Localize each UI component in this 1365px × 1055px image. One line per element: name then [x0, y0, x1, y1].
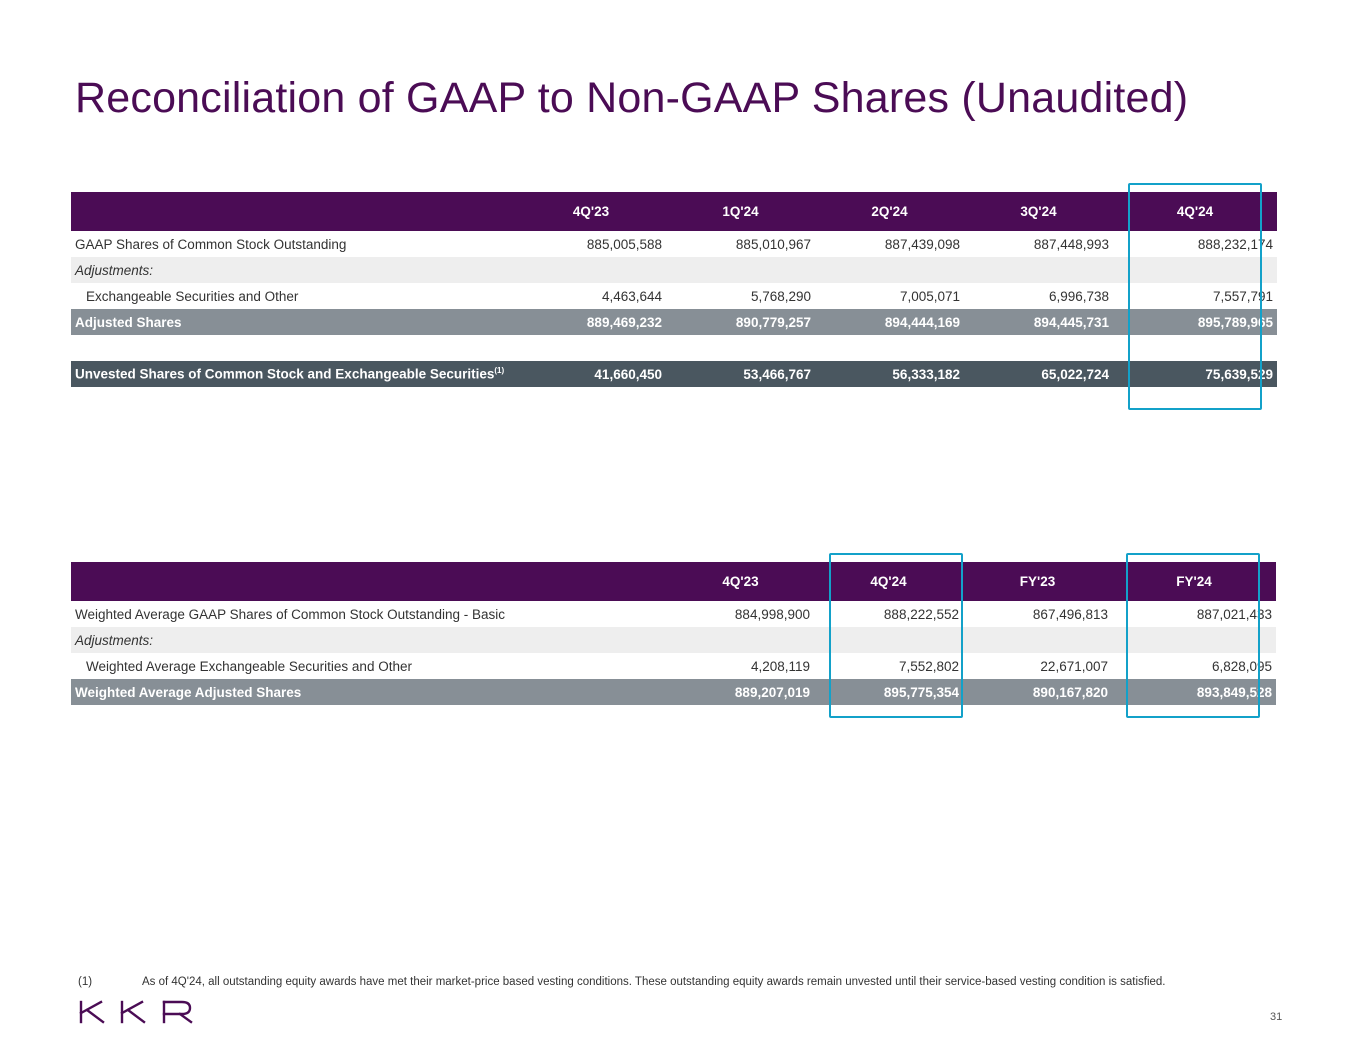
row-label: Weighted Average GAAP Shares of Common S…	[71, 601, 667, 627]
row-label: Adjustments:	[71, 257, 516, 283]
column-header: FY'24	[1112, 562, 1276, 601]
cell-value: 885,005,588	[516, 231, 666, 257]
cell-value: 867,496,813	[963, 601, 1112, 627]
highlight-box	[829, 553, 963, 718]
table-row: Weighted Average Adjusted Shares 889,207…	[71, 679, 1276, 705]
row-label: Adjustments:	[71, 627, 667, 653]
row-label: Weighted Average Adjusted Shares	[71, 679, 667, 705]
cell-value: 6,828,095	[1112, 653, 1276, 679]
footnote-text: As of 4Q'24, all outstanding equity awar…	[142, 976, 1166, 988]
column-header: 4Q'23	[516, 192, 666, 231]
column-header: 2Q'24	[815, 192, 964, 231]
column-header: 4Q'24	[1113, 192, 1277, 231]
cell-value: 22,671,007	[963, 653, 1112, 679]
cell-value: 53,466,767	[666, 361, 815, 387]
cell-value: 4,208,119	[667, 653, 814, 679]
cell-value: 65,022,724	[964, 361, 1113, 387]
cell-value: 888,232,174	[1113, 231, 1277, 257]
table-row: Weighted Average GAAP Shares of Common S…	[71, 601, 1276, 627]
cell-value: 888,222,552	[814, 601, 963, 627]
cell-value: 56,333,182	[815, 361, 964, 387]
cell-value: 893,849,528	[1112, 679, 1276, 705]
shares-table: 4Q'23 1Q'24 2Q'24 3Q'24 4Q'24 GAAP Share…	[71, 192, 1277, 387]
cell-value: 7,552,802	[814, 653, 963, 679]
table-row: Weighted Average Exchangeable Securities…	[71, 653, 1276, 679]
table-header-row: 4Q'23 4Q'24 FY'23 FY'24	[71, 562, 1276, 601]
cell-value: 890,167,820	[963, 679, 1112, 705]
cell-value: 895,775,354	[814, 679, 963, 705]
table-row: GAAP Shares of Common Stock Outstanding …	[71, 231, 1277, 257]
cell-value: 6,996,738	[964, 283, 1113, 309]
column-header: FY'23	[963, 562, 1112, 601]
cell-value: 7,005,071	[815, 283, 964, 309]
cell-value: 4,463,644	[516, 283, 666, 309]
cell-value: 887,448,993	[964, 231, 1113, 257]
cell-value: 885,010,967	[666, 231, 815, 257]
cell-value: 887,021,433	[1112, 601, 1276, 627]
column-header: 4Q'24	[814, 562, 963, 601]
table-row: Adjustments:	[71, 627, 1276, 653]
kkr-logo-icon	[79, 1000, 193, 1024]
cell-value: 41,660,450	[516, 361, 666, 387]
cell-value: 889,469,232	[516, 309, 666, 335]
row-label: Exchangeable Securities and Other	[71, 283, 516, 309]
table-row: Adjusted Shares 889,469,232 890,779,257 …	[71, 309, 1277, 335]
column-header: 1Q'24	[666, 192, 815, 231]
weighted-shares-table: 4Q'23 4Q'24 FY'23 FY'24 Weighted Average…	[71, 562, 1276, 705]
cell-value: 890,779,257	[666, 309, 815, 335]
cell-value: 889,207,019	[667, 679, 814, 705]
cell-value: 7,557,791	[1113, 283, 1277, 309]
row-label: Adjusted Shares	[71, 309, 516, 335]
highlight-box	[1126, 553, 1260, 718]
column-header: 4Q'23	[667, 562, 814, 601]
highlight-box	[1128, 183, 1262, 410]
cell-value: 884,998,900	[667, 601, 814, 627]
table-row: Unvested Shares of Common Stock and Exch…	[71, 361, 1277, 387]
cell-value: 894,444,169	[815, 309, 964, 335]
footnote-marker: (1)	[494, 366, 505, 376]
column-header: 3Q'24	[964, 192, 1113, 231]
page-number: 31	[1270, 1011, 1283, 1023]
cell-value: 895,789,965	[1113, 309, 1277, 335]
row-label: Weighted Average Exchangeable Securities…	[71, 653, 667, 679]
table-row: Adjustments:	[71, 257, 1277, 283]
row-label: GAAP Shares of Common Stock Outstanding	[71, 231, 516, 257]
footnote-marker: (1)	[78, 976, 93, 988]
table-header-row: 4Q'23 1Q'24 2Q'24 3Q'24 4Q'24	[71, 192, 1277, 231]
cell-value: 5,768,290	[666, 283, 815, 309]
kkr-logo	[78, 1000, 194, 1029]
cell-value: 887,439,098	[815, 231, 964, 257]
page-title: Reconciliation of GAAP to Non-GAAP Share…	[75, 74, 1189, 122]
row-label: Unvested Shares of Common Stock and Exch…	[71, 361, 516, 387]
cell-value: 75,639,529	[1113, 361, 1277, 387]
cell-value: 894,445,731	[964, 309, 1113, 335]
table-row: Exchangeable Securities and Other 4,463,…	[71, 283, 1277, 309]
